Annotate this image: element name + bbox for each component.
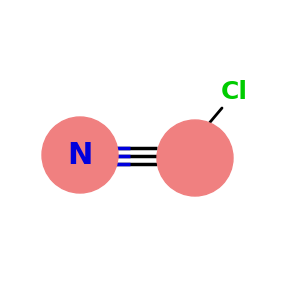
Text: N: N — [67, 140, 93, 169]
Text: Cl: Cl — [220, 80, 248, 104]
Circle shape — [42, 117, 118, 193]
Circle shape — [157, 120, 233, 196]
